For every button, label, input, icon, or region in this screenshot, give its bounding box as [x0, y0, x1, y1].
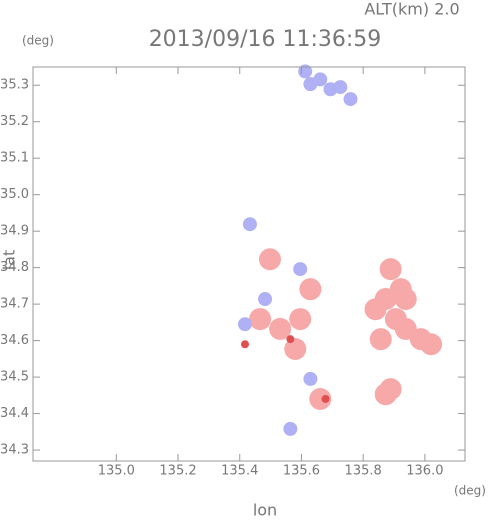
y-tick-label: 34.7 — [0, 297, 29, 312]
echo-point — [258, 292, 273, 307]
echo-point — [333, 80, 348, 95]
y-unit: (deg) — [22, 34, 54, 48]
echo-point — [394, 317, 417, 340]
y-tick-label: 34.4 — [0, 406, 29, 421]
echo-point — [309, 387, 332, 410]
echo-point — [286, 335, 295, 344]
y-tick-label: 34.3 — [0, 443, 29, 458]
echo-point — [237, 317, 252, 332]
echo-point — [269, 317, 292, 340]
echo-point — [284, 338, 307, 361]
echo-point — [343, 92, 358, 107]
plot-marks — [237, 64, 443, 436]
echo-point — [394, 288, 417, 311]
x-tick-label: 135.0 — [98, 464, 135, 479]
echo-point — [299, 278, 322, 301]
y-tick-label: 35.2 — [0, 114, 29, 129]
y-tick-label: 34.9 — [0, 224, 29, 239]
x-unit: (deg) — [454, 484, 486, 498]
echo-point — [364, 298, 387, 321]
echo-point — [242, 217, 257, 232]
echo-point — [240, 340, 249, 349]
chart-title: 2013/09/16 11:36:59 — [149, 27, 382, 52]
echo-point — [298, 64, 313, 79]
echo-point — [303, 77, 318, 92]
x-tick-label: 135.6 — [283, 464, 320, 479]
echo-point — [258, 248, 281, 271]
echo-point — [289, 308, 312, 331]
y-tick-label: 35.0 — [0, 187, 29, 202]
y-tick-label: 34.6 — [0, 333, 29, 348]
echo-point — [283, 421, 298, 436]
echo-point — [420, 333, 443, 356]
y-axis-label: lat — [0, 250, 19, 271]
altitude-label: ALT(km) 2.0 — [364, 0, 459, 19]
echo-point — [369, 328, 392, 351]
x-tick-label: 136.0 — [406, 464, 443, 479]
plot-frame — [32, 66, 466, 462]
y-tick-label: 35.1 — [0, 151, 29, 166]
x-tick-label: 135.2 — [159, 464, 196, 479]
echo-point — [321, 394, 330, 403]
y-tick-label: 35.3 — [0, 78, 29, 93]
echo-point — [303, 371, 318, 386]
echo-point — [374, 383, 397, 406]
echo-point — [293, 262, 308, 277]
x-axis-label: lon — [253, 501, 277, 520]
x-tick-label: 135.8 — [345, 464, 382, 479]
echo-point — [249, 308, 272, 331]
y-tick-label: 34.5 — [0, 370, 29, 385]
echo-point — [379, 258, 402, 281]
x-tick-label: 135.4 — [221, 464, 258, 479]
y-tick-label: 34.8 — [0, 260, 29, 275]
